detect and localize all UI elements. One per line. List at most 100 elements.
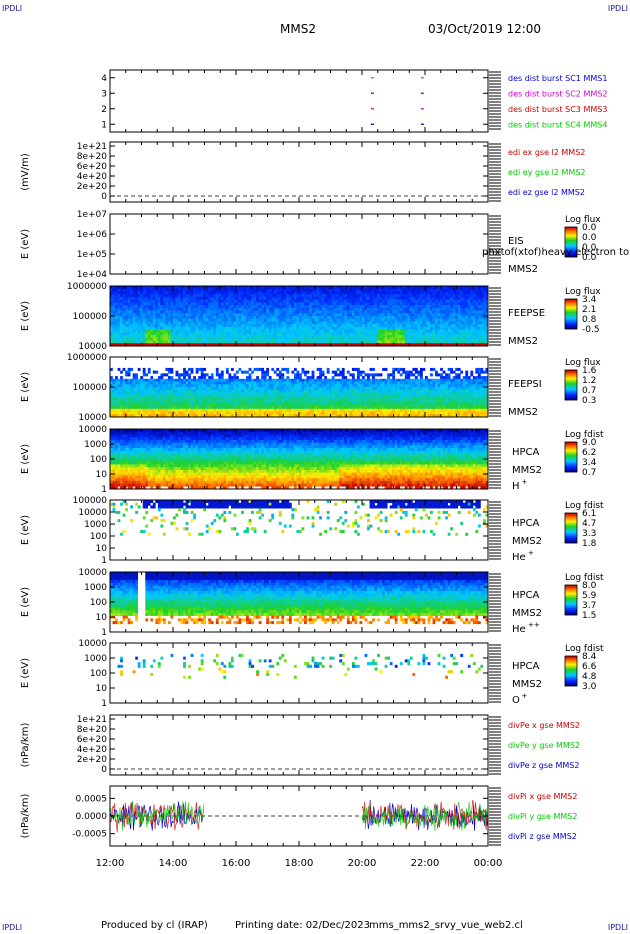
spectrogram-cell: [299, 332, 302, 335]
spectrogram-cell: [135, 313, 138, 316]
spectrogram-cell: [276, 291, 279, 294]
spectrogram-cell: [269, 406, 272, 409]
spectrogram-cell: [251, 338, 254, 341]
spectrogram-cell: [410, 330, 413, 333]
spectrogram-cell: [201, 321, 204, 324]
spectrogram-cell: [264, 291, 267, 294]
spectrogram-cell: [296, 294, 299, 297]
spectrogram-cell: [314, 289, 317, 292]
spectrogram-cell: [249, 338, 252, 341]
spectrogram-cell: [342, 335, 345, 338]
spectrogram-cell: [233, 382, 236, 385]
spectrogram-cell: [178, 379, 181, 382]
spectrogram-cell: [362, 297, 365, 300]
spectrogram-cell: [465, 341, 468, 344]
spectrogram-cell: [213, 289, 216, 292]
spectrogram-cell: [435, 289, 438, 292]
spectrogram-cell: [160, 302, 163, 305]
spectrogram-cell: [188, 387, 191, 390]
spectrogram-cell: [453, 316, 456, 319]
spectrogram-cell: [475, 327, 478, 330]
spectrogram-cell: [337, 300, 340, 303]
spectrogram-cell: [254, 412, 257, 415]
spectrogram-cell: [150, 327, 153, 330]
spectrogram-cell: [327, 319, 330, 322]
spectrogram-cell: [125, 401, 128, 404]
overlay-label: phxtof(xtof)heavy electron to: [482, 247, 629, 258]
spectrogram-cell: [397, 332, 400, 335]
spectrogram-cell: [443, 341, 446, 344]
spectrogram-cell: [120, 300, 123, 303]
spectrogram-cell: [226, 324, 229, 327]
spectrogram-cell: [276, 412, 279, 415]
spectrogram-cell: [256, 398, 259, 401]
spectrogram-cell: [407, 291, 410, 294]
spectrogram-cell: [188, 395, 191, 398]
spectrogram-cell: [349, 338, 352, 341]
spectrogram-cell: [176, 341, 179, 344]
spectrogram-cell: [233, 338, 236, 341]
spectrogram-cell: [246, 311, 249, 314]
spectrogram-cell: [382, 291, 385, 294]
spectrogram-cell: [239, 313, 242, 316]
spectrogram-cell: [251, 305, 254, 308]
spectrogram-cell: [380, 302, 383, 305]
spectrogram-cell: [198, 382, 201, 385]
spectrogram-cell: [264, 324, 267, 327]
spectrogram-cell: [251, 300, 254, 303]
spectrogram-cell: [246, 371, 249, 374]
spectrogram-cell: [186, 341, 189, 344]
spectrogram-cell: [259, 321, 262, 324]
spectrogram-cell: [357, 313, 360, 316]
spectrogram-cell: [395, 294, 398, 297]
spectrogram-cell: [206, 294, 209, 297]
spectrogram-cell: [130, 387, 133, 390]
spectrogram-cell: [158, 379, 161, 382]
spectrogram-cell: [259, 330, 262, 333]
spectrogram-cell: [271, 294, 274, 297]
spectrogram-cell: [448, 341, 451, 344]
spectrogram-cell: [211, 332, 214, 335]
spectrogram-cell: [294, 291, 297, 294]
spectrogram-cell: [228, 319, 231, 322]
spectrogram-cell: [425, 311, 428, 314]
spectrogram-cell: [307, 308, 310, 311]
spectrogram-cell: [213, 300, 216, 303]
spectrogram-cell: [380, 335, 383, 338]
spectrogram-cell: [231, 297, 234, 300]
spectrogram-cell: [246, 338, 249, 341]
spectrogram-cell: [133, 327, 136, 330]
spectrogram-cell: [468, 338, 471, 341]
spectrogram-cell: [410, 305, 413, 308]
spectrogram-cell: [289, 390, 292, 393]
spectrogram-cell: [433, 313, 436, 316]
spectrogram-cell: [228, 324, 231, 327]
spectrogram-cell: [140, 300, 143, 303]
spectrogram-cell: [435, 316, 438, 319]
spectrogram-cell: [392, 302, 395, 305]
spectrogram-cell: [291, 401, 294, 404]
spectrogram-cell: [133, 406, 136, 409]
spectrogram-cell: [228, 406, 231, 409]
spectrogram-cell: [158, 313, 161, 316]
spectrogram-cell: [198, 368, 201, 371]
spectrogram-cell: [143, 395, 146, 398]
spectrogram-cell: [203, 313, 206, 316]
spectrogram-cell: [239, 412, 242, 415]
spectrogram-cell: [289, 289, 292, 292]
spectrogram-cell: [425, 291, 428, 294]
spectrogram-cell: [228, 291, 231, 294]
spectrogram-cell: [455, 335, 458, 338]
spectrogram-cell: [314, 297, 317, 300]
spectrogram-cell: [244, 294, 247, 297]
spectrogram-cell: [170, 387, 173, 390]
spectrogram-cell: [160, 319, 163, 322]
spectrogram-cell: [314, 330, 317, 333]
spectrogram-cell: [223, 330, 226, 333]
spectrogram-cell: [115, 390, 118, 393]
spectrogram-cell: [417, 321, 420, 324]
spectrogram-cell: [120, 297, 123, 300]
spectrogram-cell: [213, 316, 216, 319]
spectrogram-cell: [291, 319, 294, 322]
spectrogram-cell: [420, 330, 423, 333]
